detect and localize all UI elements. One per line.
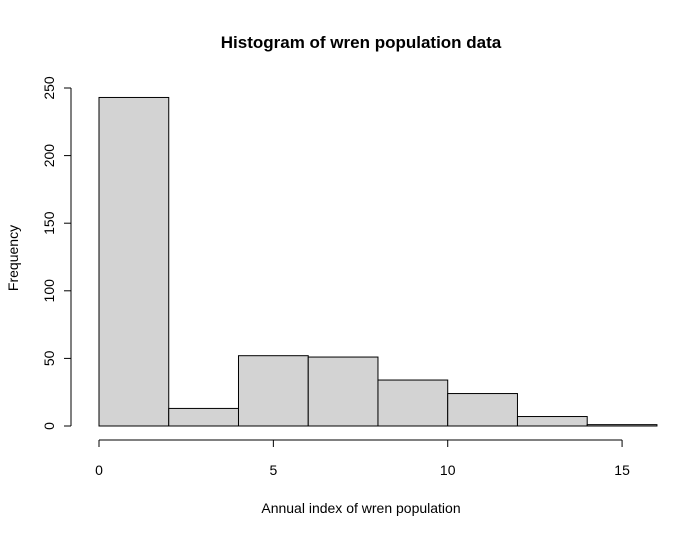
y-tick-label: 150 [41, 211, 57, 235]
x-axis-label: Annual index of wren population [261, 500, 460, 516]
histogram-bar [447, 393, 518, 427]
histogram-bar [307, 356, 379, 427]
histogram-bar [98, 96, 170, 427]
histogram-bar [377, 379, 449, 427]
x-tick-label: 10 [440, 462, 456, 478]
bars-group [98, 96, 658, 427]
y-tick-label: 100 [41, 279, 57, 303]
chart-title: Histogram of wren population data [221, 33, 502, 52]
x-axis: 0 5 10 15 [95, 439, 630, 478]
x-tick-label: 15 [614, 462, 630, 478]
histogram-bar [237, 355, 309, 427]
y-tick-label: 0 [41, 422, 57, 430]
histogram-bar [516, 416, 588, 427]
y-tick-label: 200 [41, 144, 57, 168]
y-axis: 0 50 100 150 200 250 [41, 76, 72, 430]
y-tick-label: 250 [41, 76, 57, 100]
histogram-bar [586, 424, 658, 427]
y-axis-label: Frequency [5, 225, 21, 291]
histogram-bar [168, 407, 239, 427]
y-tick-label: 50 [41, 350, 57, 366]
x-tick-label: 5 [269, 462, 277, 478]
x-tick-label: 0 [95, 462, 103, 478]
